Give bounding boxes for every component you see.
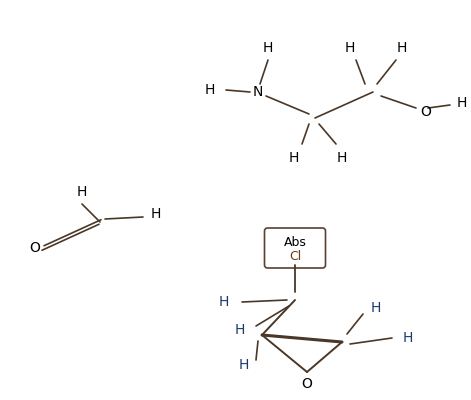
Text: H: H (205, 83, 215, 97)
Text: Cl: Cl (289, 250, 301, 262)
Text: H: H (263, 41, 273, 55)
Text: N: N (253, 85, 263, 99)
Text: H: H (457, 96, 467, 110)
Text: H: H (151, 207, 161, 221)
Text: Abs: Abs (284, 236, 307, 250)
FancyBboxPatch shape (265, 228, 325, 268)
Text: H: H (239, 358, 249, 372)
Text: H: H (235, 323, 245, 337)
Text: O: O (301, 377, 312, 391)
Text: H: H (345, 41, 355, 55)
Text: H: H (289, 151, 299, 165)
Text: H: H (397, 41, 407, 55)
Text: H: H (77, 185, 87, 199)
Text: H: H (337, 151, 347, 165)
Text: H: H (371, 301, 381, 315)
Text: O: O (421, 105, 431, 119)
Text: H: H (219, 295, 229, 309)
Text: O: O (30, 241, 41, 255)
Text: H: H (403, 331, 413, 345)
